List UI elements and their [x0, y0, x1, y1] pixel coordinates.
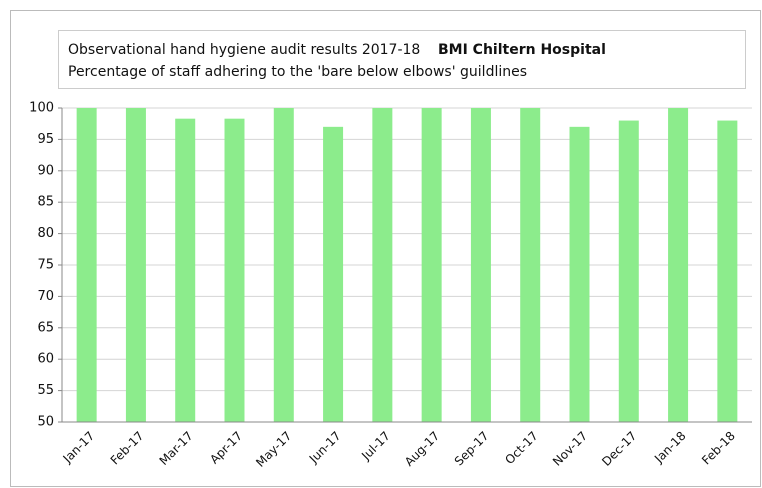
- bar: [76, 108, 97, 422]
- y-tick-label: 70: [37, 289, 54, 304]
- bar: [520, 108, 541, 422]
- y-tick-label: 90: [37, 163, 54, 178]
- bar: [224, 118, 245, 423]
- bar: [125, 108, 146, 422]
- y-tick-label: 100: [29, 101, 54, 116]
- bar: [421, 108, 442, 422]
- bar: [618, 120, 639, 422]
- y-tick-label: 65: [37, 320, 54, 335]
- y-tick-label: 55: [37, 383, 54, 398]
- y-tick-label: 75: [37, 258, 54, 273]
- bar: [372, 108, 393, 422]
- bar: [273, 108, 294, 422]
- y-tick-label: 60: [37, 352, 54, 367]
- chart-subtitle: Percentage of staff adhering to the 'bar…: [68, 64, 527, 80]
- title-box: [58, 30, 746, 89]
- bar: [323, 126, 344, 422]
- bar: [569, 126, 590, 422]
- bar: [470, 108, 491, 422]
- y-tick-label: 95: [37, 132, 54, 147]
- bar: [717, 120, 738, 422]
- chart-title: Observational hand hygiene audit results…: [68, 42, 420, 58]
- bar: [668, 108, 689, 422]
- y-tick-label: 85: [37, 195, 54, 210]
- y-tick-label: 50: [37, 415, 54, 430]
- y-tick-label: 80: [37, 226, 54, 241]
- bar: [175, 118, 196, 423]
- chart-title-bold: BMI Chiltern Hospital: [438, 42, 606, 58]
